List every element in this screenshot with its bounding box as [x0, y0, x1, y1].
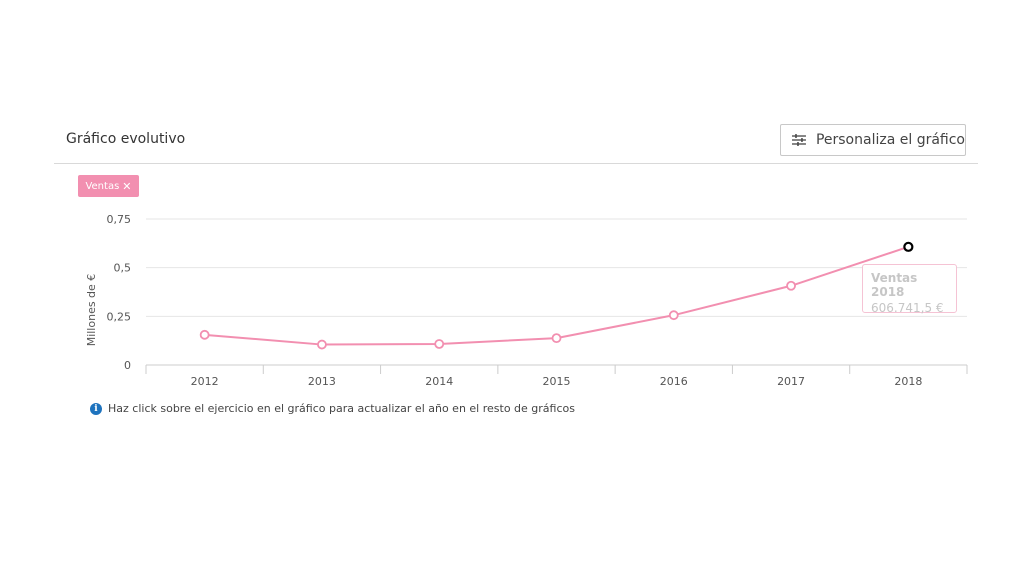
series-line-ventas: [204, 245, 909, 346]
panel-title: Gráfico evolutivo: [66, 131, 186, 147]
x-tick-label[interactable]: 2013: [308, 375, 336, 388]
x-tick-label[interactable]: 2016: [660, 375, 688, 388]
x-tick-label[interactable]: 2015: [543, 375, 571, 388]
x-tick-label[interactable]: 2017: [777, 375, 805, 388]
chart-tooltip: Ventas 2018 606.741,5 €: [862, 264, 957, 315]
data-point-2012[interactable]: [199, 329, 210, 340]
series-filter-tag[interactable]: Ventas ✕: [78, 175, 139, 197]
data-point-2018[interactable]: [903, 241, 914, 252]
y-tick-label: 0,25: [107, 310, 132, 323]
customize-chart-label: Personaliza el gráfico: [815, 132, 965, 148]
data-point-2015[interactable]: [551, 333, 562, 344]
x-tick-label[interactable]: 2014: [425, 375, 453, 388]
x-tick-label[interactable]: 2012: [191, 375, 219, 388]
sliders-icon: [791, 134, 806, 146]
y-tick-label: 0: [124, 359, 131, 372]
series-tag-label: Ventas: [85, 180, 120, 192]
y-axis-title: Millones de €: [85, 274, 98, 347]
data-point-2014[interactable]: [434, 339, 445, 349]
chart-hint: i Haz click sobre el ejercicio en el grá…: [90, 402, 575, 415]
close-icon[interactable]: ✕: [122, 179, 132, 193]
customize-chart-button[interactable]: Personaliza el gráfico: [780, 124, 966, 156]
y-tick-label: 0,75: [107, 213, 132, 226]
chart-hint-text: Haz click sobre el ejercicio en el gráfi…: [108, 402, 575, 415]
x-tick-label[interactable]: 2018: [894, 375, 922, 388]
header-divider: [54, 163, 978, 164]
tooltip-title: Ventas 2018: [871, 271, 918, 299]
data-point-2017[interactable]: [786, 280, 796, 291]
data-point-2013[interactable]: [317, 339, 327, 350]
tooltip-value: 606.741,5 €: [871, 301, 944, 315]
info-icon: i: [90, 402, 102, 415]
data-point-2016[interactable]: [668, 310, 679, 321]
y-tick-label: 0,5: [114, 262, 132, 275]
